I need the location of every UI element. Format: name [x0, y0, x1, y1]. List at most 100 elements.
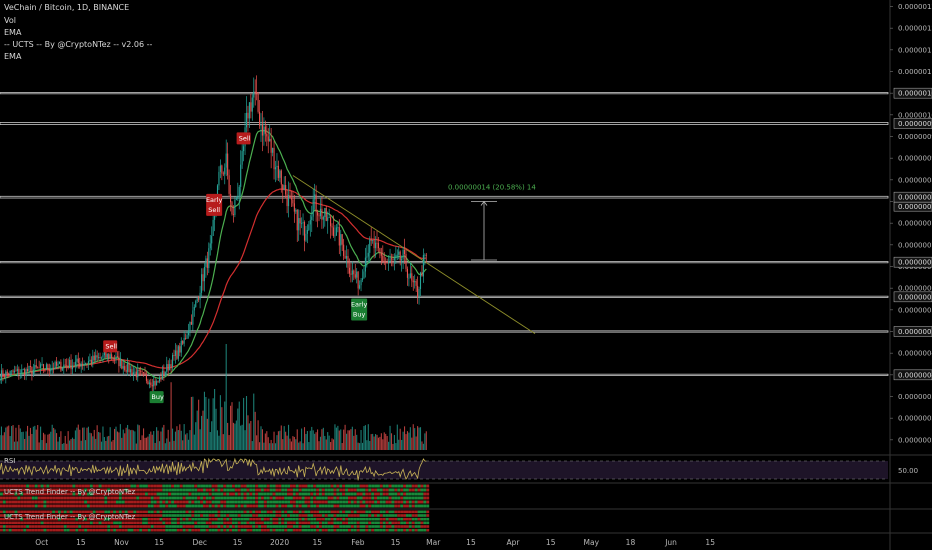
trend-cell	[159, 496, 163, 500]
trend-cell	[182, 492, 186, 496]
trend-cell	[174, 500, 177, 504]
trend-cell	[58, 488, 61, 492]
trend-cell	[214, 496, 218, 500]
trend-cell	[237, 500, 241, 504]
trend-cell	[23, 517, 27, 521]
trend-cell	[252, 500, 256, 504]
candle-body	[415, 281, 417, 286]
trend-cell	[153, 500, 157, 504]
trend-cell	[58, 525, 61, 528]
trend-cell	[391, 525, 395, 528]
trend-cell	[194, 488, 198, 492]
candle	[42, 363, 45, 374]
volume-bar	[58, 436, 60, 450]
trend-cell	[130, 484, 134, 488]
price-level-box	[893, 87, 932, 99]
trend-cell	[153, 492, 157, 496]
trend-cell	[258, 488, 261, 492]
trend-cell	[307, 504, 311, 508]
volume-bar	[372, 433, 374, 450]
trend-cell	[397, 500, 401, 504]
candle	[76, 354, 78, 369]
candle-body	[325, 207, 327, 221]
trend-cell	[313, 492, 317, 496]
candle	[376, 230, 378, 252]
support-resistance-level	[0, 195, 889, 199]
time-tick-label: May	[584, 538, 600, 547]
volume-bar	[198, 399, 200, 450]
trend-cell	[292, 525, 296, 528]
trend-cell	[162, 525, 166, 528]
trend-cell	[345, 484, 348, 488]
trend-cell	[342, 510, 346, 514]
trend-cell	[23, 492, 27, 496]
trend-cell	[336, 525, 340, 528]
candle-body	[66, 364, 68, 366]
trend-cell	[223, 500, 227, 504]
volume-bar	[377, 437, 379, 450]
trend-cell	[104, 525, 108, 528]
trend-cell	[275, 488, 279, 492]
trend-cell	[101, 521, 105, 525]
trend-cell	[191, 484, 195, 488]
trend-cell	[269, 517, 273, 521]
candle	[0, 364, 3, 384]
trend-cell	[133, 521, 137, 525]
trend-cell	[203, 514, 206, 517]
trend-cell	[34, 510, 38, 514]
trend-cell	[200, 492, 203, 496]
trend-cell	[278, 488, 282, 492]
trend-cell	[113, 525, 116, 528]
trend-cell	[174, 488, 177, 492]
trend-cell	[365, 514, 369, 517]
candle	[145, 370, 147, 384]
candle	[308, 221, 310, 232]
candle	[259, 100, 261, 129]
trend-cell	[313, 504, 317, 508]
volume-bar	[205, 396, 207, 450]
trend-cell	[382, 510, 386, 514]
trend-cell	[229, 488, 232, 492]
trend-cell	[330, 521, 334, 525]
candle-body	[359, 285, 361, 289]
candle	[414, 274, 416, 289]
trend-cell	[304, 488, 308, 492]
trend-cell	[226, 488, 230, 492]
trend-cell	[31, 484, 35, 488]
candle-body	[266, 133, 268, 137]
candle-body	[199, 292, 201, 300]
trend-cell	[324, 517, 328, 521]
candle-body	[196, 298, 198, 301]
candle-body	[296, 209, 298, 231]
trend-cell	[342, 484, 346, 488]
trend-cell	[89, 521, 93, 525]
trend-cell	[171, 521, 174, 525]
trend-cell	[142, 500, 145, 504]
trend-cell	[165, 484, 169, 488]
trend-cell	[139, 488, 143, 492]
trend-cell	[414, 510, 418, 514]
trend-cell	[191, 510, 195, 514]
volume-bar	[60, 431, 62, 450]
trend-cell	[78, 492, 82, 496]
trend-cell	[290, 514, 293, 517]
volume-bar	[230, 405, 232, 450]
trend-cell	[406, 504, 409, 508]
trend-cell	[333, 521, 337, 525]
volume-bar	[243, 397, 245, 450]
volume-bar	[201, 415, 203, 450]
trend-cell	[377, 484, 380, 488]
trend-cell	[281, 521, 285, 525]
trend-cell	[87, 496, 90, 500]
candle-body	[163, 370, 165, 376]
trend-cell	[203, 521, 206, 525]
signal-box	[103, 340, 118, 353]
candle	[156, 379, 158, 386]
trend-cell	[319, 496, 322, 500]
trend-cell	[348, 504, 351, 508]
trend-cell	[298, 525, 302, 528]
trend-cell	[414, 514, 418, 517]
trend-cell	[307, 488, 311, 492]
candle	[99, 352, 101, 363]
